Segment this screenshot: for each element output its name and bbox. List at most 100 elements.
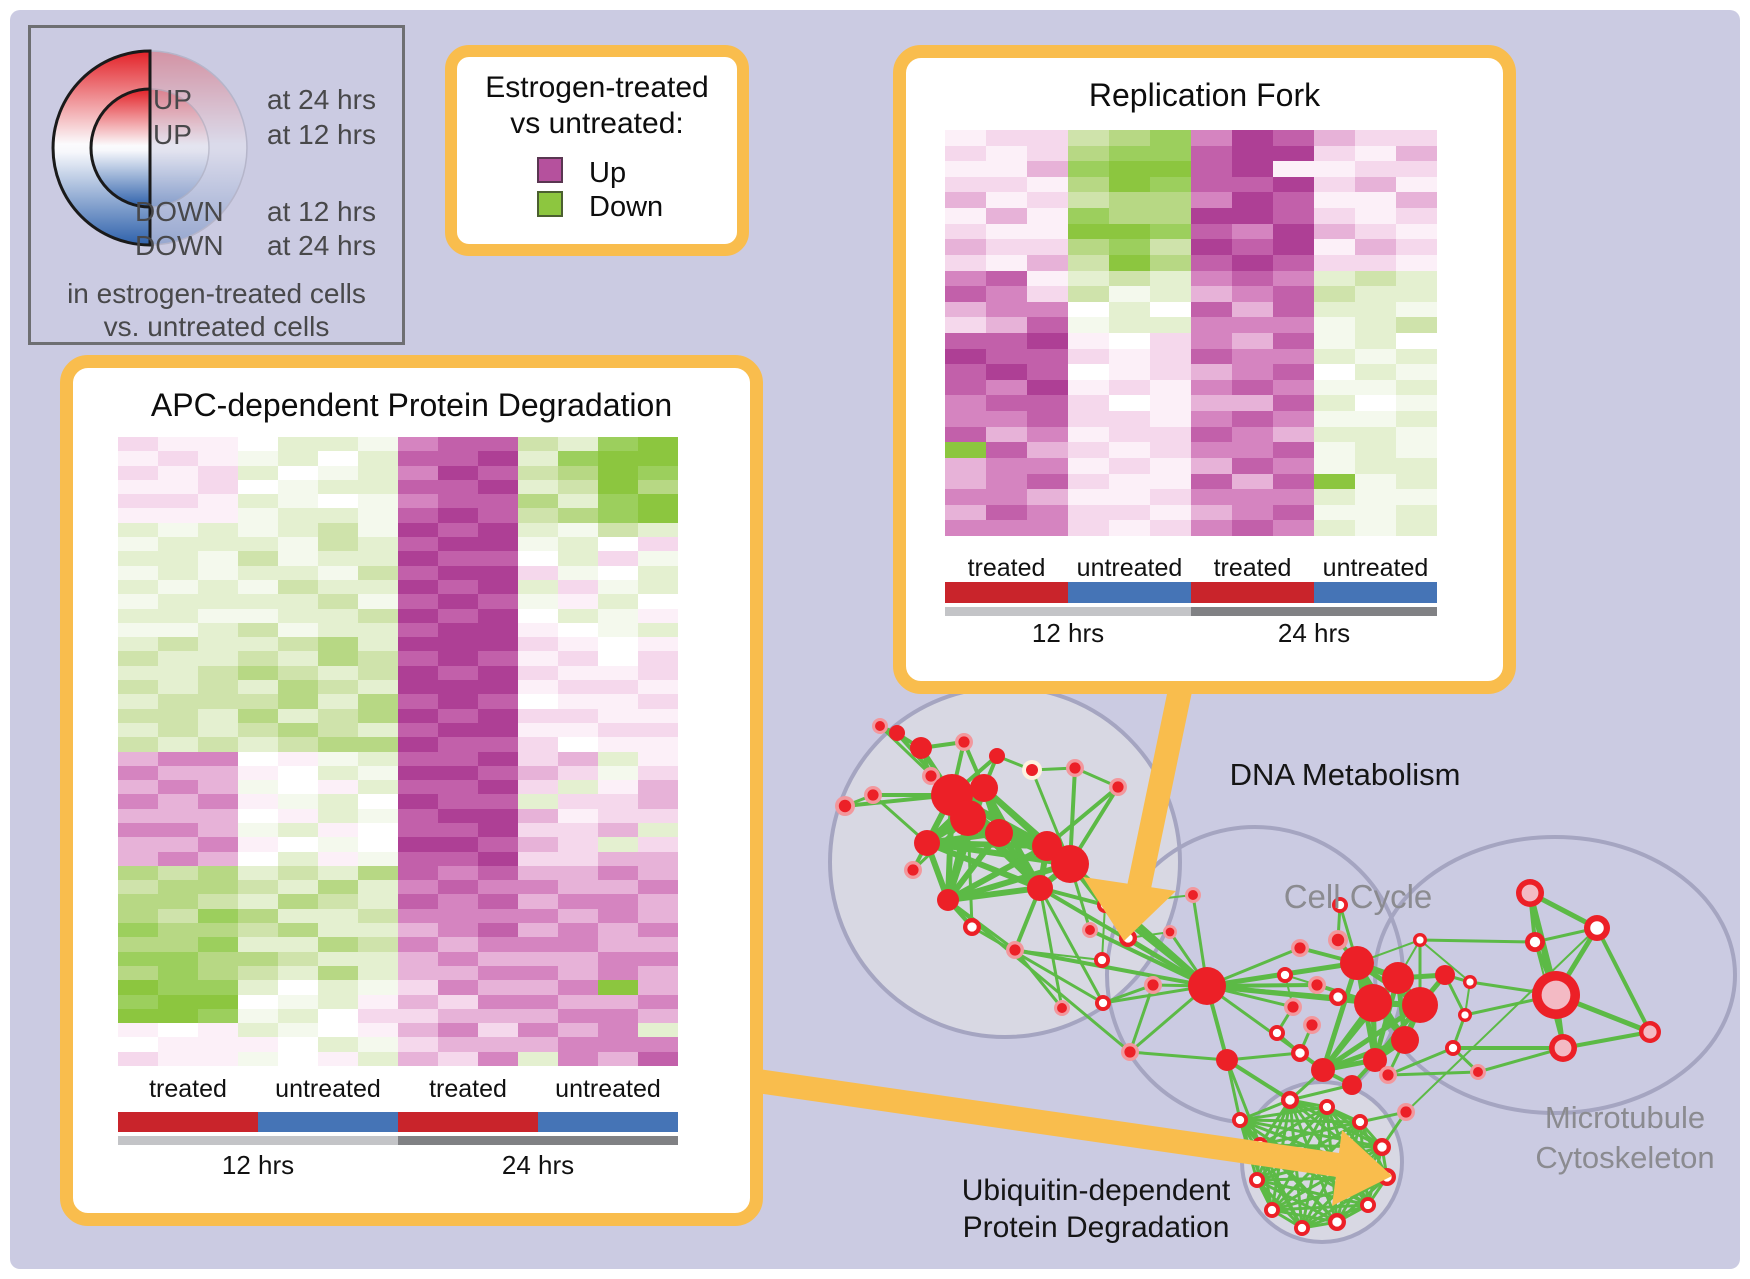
heatmap-cell (198, 708, 238, 723)
treatment-group-label: untreated (1076, 554, 1183, 582)
heatmap-cell (478, 980, 518, 995)
network-edge (1476, 1046, 1565, 1074)
network-edge (1013, 948, 1209, 988)
heatmap-cell (1027, 457, 1068, 474)
gene-node-solid (985, 819, 1013, 847)
network-edge (924, 785, 987, 846)
heatmap-cell (1191, 130, 1232, 146)
heatmap-cell (238, 1037, 278, 1052)
heatmap-cell (438, 551, 478, 566)
heatmap-cell (158, 908, 198, 924)
network-edge (1370, 1000, 1408, 1043)
heatmap-cell (638, 637, 678, 652)
heatmap-cell (1396, 239, 1437, 255)
gene-node-pink-ring (872, 718, 888, 734)
network-edge (1126, 936, 1209, 988)
network-edge (1325, 1105, 1362, 1124)
heatmap-cell (945, 176, 986, 193)
heatmap-cell (638, 594, 678, 609)
heatmap-cell (558, 751, 598, 766)
heatmap-cell (1273, 520, 1314, 536)
network-edge (966, 816, 974, 929)
heatmap-cell (1191, 270, 1232, 287)
gene-node-solid (1032, 831, 1062, 861)
network-edge (1300, 1105, 1329, 1230)
gene-node-solid (1391, 1026, 1419, 1054)
heatmap-cell (558, 880, 598, 895)
network-edge (1395, 975, 1423, 1008)
heatmap-cell (398, 951, 438, 966)
24hrs-bar (398, 1136, 678, 1145)
gene-node-core (907, 864, 919, 876)
heatmap-cell (198, 537, 238, 552)
heatmap-cell (986, 208, 1027, 224)
heatmap-cell (558, 522, 598, 538)
network-edge (871, 793, 929, 845)
heatmap-cell (638, 1037, 678, 1052)
heatmap-cell (198, 808, 238, 823)
heatmap-cell (318, 865, 358, 881)
updown-legend-box: UP at 24 hrs UP at 12 hrs DOWN at 12 hrs… (28, 25, 405, 345)
heatmap-cell (518, 651, 558, 666)
treated-bar (945, 582, 1068, 603)
heatmap-cell (158, 608, 198, 623)
network-edge (878, 724, 899, 735)
network-edge (1225, 1058, 1242, 1122)
heatmap-cell (638, 651, 678, 666)
heatmap-cell (1068, 426, 1109, 443)
heatmap-cell (198, 665, 238, 681)
heatmap-cell (398, 865, 438, 881)
heatmap-cell (945, 130, 986, 146)
heatmap-cell (318, 951, 358, 966)
heatmap-cell (1150, 442, 1191, 458)
heatmap-cell (1396, 208, 1437, 224)
heatmap-cell (238, 1023, 278, 1038)
heatmap-cell (118, 465, 158, 480)
network-edge (946, 898, 1017, 952)
heatmap-cell (198, 1008, 238, 1024)
heatmap-cell (1191, 457, 1232, 474)
network-edge (1418, 938, 1537, 944)
network-edge (1238, 1105, 1329, 1122)
heatmap-cell (118, 965, 158, 981)
heatmap-cell (158, 1023, 198, 1038)
heatmap-cell (438, 651, 478, 666)
gene-node-pink-core (1541, 980, 1571, 1010)
heatmap-cell (278, 980, 318, 995)
gene-node-donut (1352, 1114, 1368, 1130)
heatmap-cell (518, 1008, 558, 1024)
network-edge (1405, 927, 1598, 1113)
24hrs-bar (1191, 607, 1437, 616)
heatmap-cell (158, 551, 198, 566)
gene-node-pink-ring (1308, 976, 1326, 994)
heatmap-cell (398, 1037, 438, 1052)
heatmap-cell (478, 651, 518, 666)
heatmap-cell (1068, 208, 1109, 224)
heatmap-cell (1396, 176, 1437, 193)
heatmap-cell (478, 665, 518, 681)
gene-node-pink-ring (1379, 1066, 1397, 1084)
updown-row-dir-1: UP (153, 119, 192, 150)
updown-footer-line2: vs. untreated cells (103, 311, 330, 342)
gene-node-solid (1027, 875, 1053, 901)
heatmap-cell (358, 1008, 398, 1024)
heatmap-cell (198, 737, 238, 752)
network-edge (1238, 1118, 1304, 1230)
heatmap-cell (198, 494, 238, 509)
heatmap-cell (1191, 364, 1232, 380)
heatmap-cell (1150, 223, 1191, 240)
heatmap-cell (598, 522, 638, 538)
network-edge (924, 840, 951, 903)
heatmap-cell (278, 622, 318, 638)
network-edge (1527, 890, 1559, 998)
heatmap-cell (398, 808, 438, 823)
heatmap-cell (478, 880, 518, 895)
network-edge (924, 840, 1073, 867)
heatmap-cell (118, 994, 158, 1009)
heatmap-cell (278, 508, 318, 523)
heatmap-cell (318, 1051, 358, 1066)
heatmap-cell (358, 680, 398, 695)
gene-node-core (1147, 979, 1159, 991)
heatmap-cell (238, 622, 278, 638)
gene-node-core (1382, 1069, 1394, 1081)
